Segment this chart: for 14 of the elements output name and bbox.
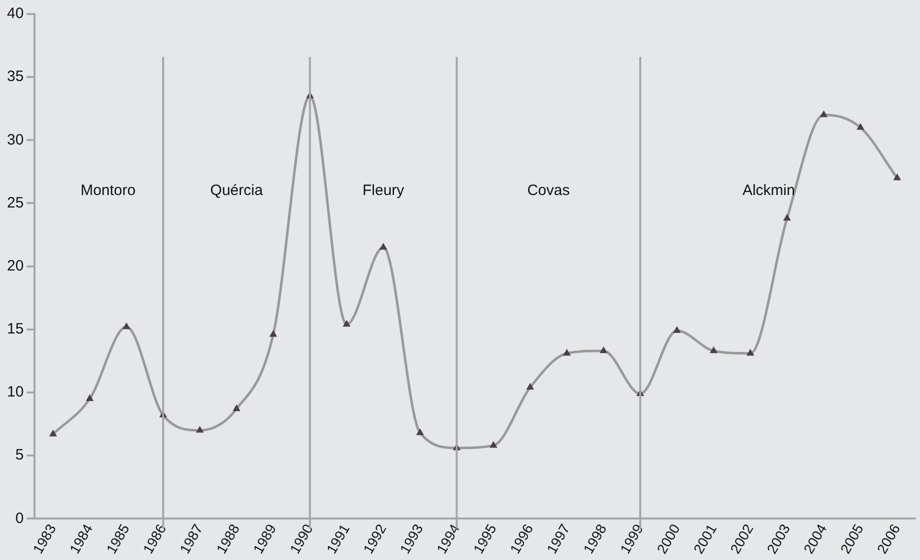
annotation: Covas bbox=[527, 182, 570, 199]
annotation: Alckmin bbox=[742, 182, 795, 199]
y-tick-label: 10 bbox=[6, 384, 24, 401]
y-tick-label: 35 bbox=[6, 68, 24, 86]
annotation: Fleury bbox=[362, 182, 405, 199]
y-tick-label: 40 bbox=[6, 5, 24, 22]
y-tick-label: 15 bbox=[6, 320, 24, 338]
annotation: Montoro bbox=[80, 182, 136, 199]
y-tick-label: 25 bbox=[6, 194, 24, 212]
y-tick-label: 0 bbox=[15, 510, 24, 527]
y-tick-label: 30 bbox=[6, 131, 24, 148]
y-tick-label: 20 bbox=[6, 257, 24, 274]
y-tick-label: 5 bbox=[15, 446, 24, 464]
annotation: Quércia bbox=[210, 182, 264, 199]
